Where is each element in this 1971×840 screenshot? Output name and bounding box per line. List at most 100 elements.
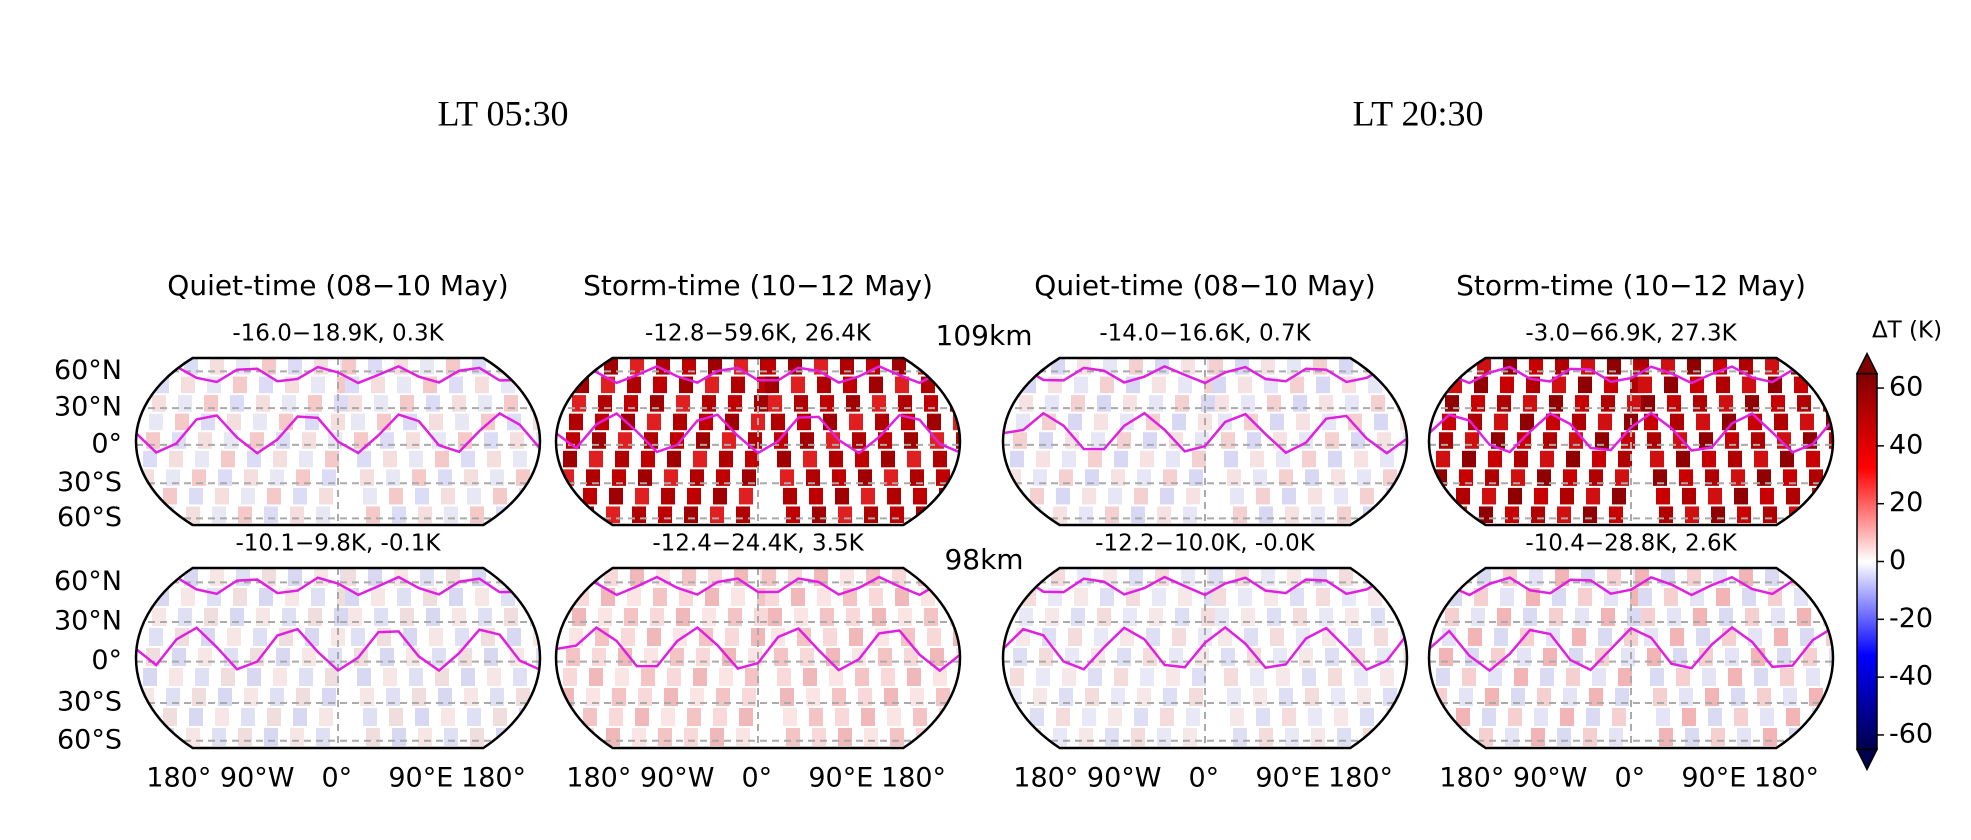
- stripe: [380, 648, 394, 666]
- stripe: [1728, 668, 1742, 686]
- stripe: [412, 688, 426, 706]
- stripe: [878, 648, 892, 666]
- lat-label: 0°: [91, 428, 122, 459]
- stripe: [1282, 708, 1296, 726]
- stripe: [1638, 376, 1652, 394]
- stripe: [563, 668, 577, 686]
- stripe: [545, 488, 559, 505]
- stripe: [178, 608, 192, 626]
- stripe: [936, 688, 950, 706]
- map-panel: [1429, 568, 1833, 748]
- stripe: [751, 628, 765, 646]
- stripe: [1786, 708, 1800, 726]
- stripe: [1601, 608, 1615, 626]
- stripe: [1696, 413, 1710, 431]
- stripe: [1485, 469, 1499, 486]
- stripe: [449, 376, 463, 394]
- stripe: [872, 395, 886, 412]
- stripe: [1656, 708, 1670, 726]
- stripe: [1357, 688, 1371, 706]
- stripe: [965, 488, 979, 505]
- stripe: [1189, 469, 1203, 486]
- map-outline: [1427, 566, 1835, 750]
- column-title: Quiet-time (08−10 May): [167, 269, 508, 302]
- stripe: [527, 376, 540, 394]
- stripe: [1618, 668, 1632, 686]
- stripe: [592, 432, 606, 449]
- colorbar: [1856, 372, 1878, 751]
- stripe: [572, 608, 586, 626]
- stripe: [1638, 588, 1652, 606]
- stripe: [461, 668, 475, 686]
- stripe: [1719, 395, 1733, 412]
- stripe: [305, 628, 319, 646]
- stripe: [1664, 588, 1678, 606]
- stripe: [578, 568, 592, 586]
- stripe: [311, 588, 325, 606]
- stripe: [1241, 608, 1255, 626]
- stripe: [1079, 506, 1093, 523]
- stripe: [195, 668, 209, 686]
- stripe: [1325, 648, 1339, 666]
- stripe: [1025, 358, 1039, 375]
- stripe: [409, 450, 423, 468]
- stripe: [1549, 395, 1563, 412]
- stripe: [962, 688, 976, 706]
- stripe: [944, 358, 958, 375]
- stripe: [1592, 450, 1606, 468]
- stripe: [1149, 395, 1163, 412]
- stripe: [1534, 487, 1548, 505]
- stripe: [736, 728, 750, 746]
- stripe: [325, 668, 339, 686]
- stripe: [1841, 506, 1855, 523]
- stripe: [1004, 708, 1018, 726]
- stripe: [1056, 487, 1070, 505]
- stripe: [1079, 728, 1093, 746]
- stripe: [1436, 450, 1450, 468]
- stripe: [913, 708, 927, 726]
- stripe: [319, 487, 333, 505]
- stripe: [163, 708, 177, 726]
- stripe: [536, 648, 541, 666]
- stripe: [1482, 708, 1496, 726]
- stripe: [1045, 395, 1059, 412]
- stripe: [676, 395, 690, 412]
- stripe: [1817, 358, 1831, 375]
- stripe: [1062, 450, 1076, 468]
- stripe: [438, 469, 452, 486]
- map-panel: [556, 358, 979, 525]
- stripe: [490, 469, 504, 486]
- stripe: [1233, 506, 1247, 523]
- stripe: [1013, 648, 1027, 666]
- stripe: [1601, 395, 1615, 412]
- stripe: [806, 469, 820, 486]
- stripe: [913, 487, 927, 505]
- stripe: [360, 469, 374, 486]
- stripe: [812, 728, 826, 746]
- contour: [136, 626, 541, 673]
- contour: [1429, 625, 1833, 673]
- stripe: [429, 628, 443, 646]
- stripe: [829, 668, 843, 686]
- stripe: [731, 376, 745, 394]
- stripe: [1036, 450, 1050, 468]
- stripe: [968, 728, 982, 746]
- stripe: [583, 487, 597, 505]
- stripe: [1299, 648, 1313, 666]
- stripe: [1149, 608, 1163, 626]
- stripe: [1374, 413, 1388, 431]
- stripe: [1451, 568, 1465, 586]
- stripe: [510, 432, 524, 449]
- lon-label: 0°: [741, 763, 772, 794]
- stripe: [389, 708, 403, 726]
- stripe: [1609, 728, 1623, 746]
- stripe: [522, 728, 536, 746]
- stripe: [705, 588, 719, 606]
- stripe: [273, 450, 287, 468]
- stripe: [965, 708, 979, 726]
- stripe: [1105, 728, 1119, 746]
- stripe: [731, 588, 745, 606]
- map-outline: [554, 566, 962, 750]
- stripe: [1734, 487, 1748, 505]
- lon-label: 90°E: [1255, 763, 1320, 794]
